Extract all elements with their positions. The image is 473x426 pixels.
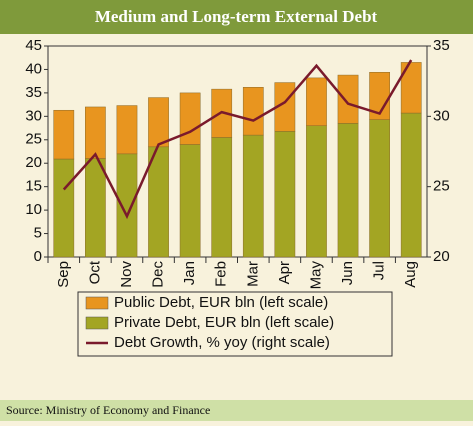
bar bbox=[400, 112, 422, 258]
x-tick-label: Sep bbox=[55, 261, 72, 288]
legend-box bbox=[77, 291, 393, 357]
x-tick-label: Jun bbox=[339, 261, 356, 285]
bar bbox=[242, 87, 264, 136]
bar bbox=[337, 74, 359, 124]
y-tick-label: 25 bbox=[25, 131, 42, 148]
bar bbox=[337, 123, 359, 258]
y2-tick-label: 30 bbox=[433, 107, 450, 124]
bar bbox=[179, 144, 201, 258]
bar bbox=[211, 137, 233, 258]
legend-label: Public Debt, EUR bln (left scale) bbox=[114, 294, 328, 311]
bar bbox=[242, 134, 264, 258]
bar bbox=[148, 97, 169, 148]
x-tick-label: Jan bbox=[181, 261, 198, 285]
chart-title: Medium and Long-term External Debt bbox=[95, 7, 378, 26]
y-tick-label: 20 bbox=[25, 154, 42, 171]
x-tick-label: Dec bbox=[150, 261, 167, 288]
bar bbox=[179, 92, 201, 145]
x-tick-label: Aug bbox=[402, 261, 419, 288]
source-bar bbox=[0, 400, 473, 421]
legend-label: Private Debt, EUR bln (left scale) bbox=[114, 314, 334, 331]
bar bbox=[306, 77, 327, 126]
title-bar bbox=[0, 0, 473, 34]
bar bbox=[53, 109, 75, 160]
y-tick-label: 5 bbox=[34, 225, 42, 242]
bar bbox=[306, 125, 327, 258]
x-tick-label: Oct bbox=[86, 260, 103, 284]
y2-tick-label: 20 bbox=[433, 248, 450, 265]
x-tick-label: Mar bbox=[244, 261, 261, 287]
y-tick-label: 15 bbox=[25, 178, 42, 195]
y-tick-label: 0 bbox=[34, 248, 42, 265]
y-tick-label: 45 bbox=[25, 37, 42, 54]
y2-tick-label: 35 bbox=[433, 37, 450, 54]
legend-label: Debt Growth, % yoy (right scale) bbox=[114, 334, 330, 351]
bar bbox=[53, 158, 75, 258]
legend-swatch bbox=[85, 316, 109, 330]
legend-swatch bbox=[85, 296, 109, 310]
x-tick-label: May bbox=[307, 261, 324, 290]
y-tick-label: 40 bbox=[25, 60, 42, 77]
bar bbox=[85, 158, 106, 258]
bar bbox=[85, 106, 106, 159]
x-tick-label: Nov bbox=[118, 261, 135, 288]
x-tick-label: Feb bbox=[213, 261, 230, 287]
bar bbox=[369, 119, 390, 258]
y2-tick-label: 25 bbox=[433, 178, 450, 195]
bar bbox=[116, 105, 138, 155]
y-tick-label: 35 bbox=[25, 84, 42, 101]
plot-area bbox=[47, 45, 428, 258]
y-tick-label: 30 bbox=[25, 107, 42, 124]
y-tick-label: 10 bbox=[25, 201, 42, 218]
bar bbox=[116, 153, 138, 258]
line bbox=[62, 59, 413, 220]
x-tick-label: Jul bbox=[371, 261, 388, 280]
source: Source: Ministry of Economy and Finance bbox=[6, 403, 210, 417]
bar bbox=[274, 131, 296, 258]
x-tick-label: Apr bbox=[276, 261, 293, 284]
